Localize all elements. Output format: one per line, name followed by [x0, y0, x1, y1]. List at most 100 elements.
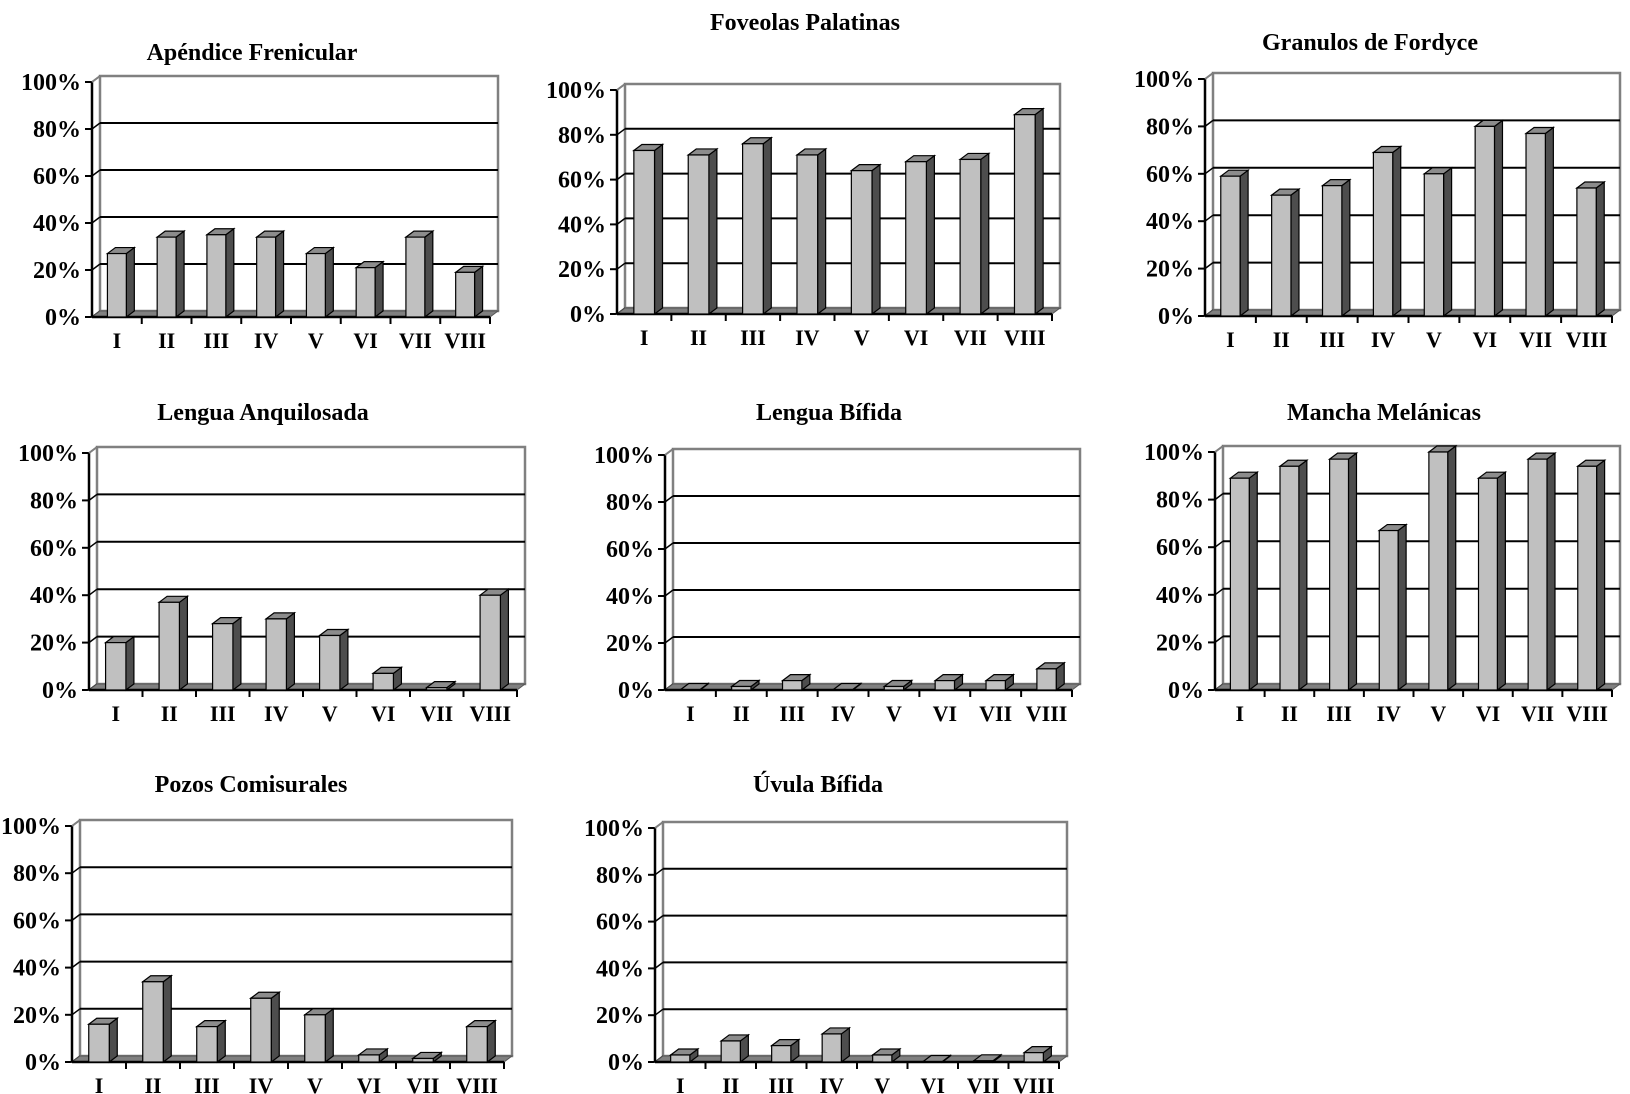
bar — [959, 158, 982, 315]
bar — [1527, 458, 1548, 691]
y-tick-label: 60% — [30, 536, 78, 562]
bar — [88, 1023, 110, 1063]
y-depth-tick — [88, 493, 98, 501]
y-tick-label: 80% — [13, 861, 61, 887]
x-tick-label: VII — [967, 1073, 1000, 1094]
bar-side — [1034, 107, 1044, 316]
y-tick-label: 0% — [1158, 304, 1194, 330]
bar-side — [125, 635, 135, 692]
bar-side — [1298, 459, 1308, 692]
x-tick-label: IV — [249, 1073, 274, 1094]
bar-side — [762, 136, 772, 316]
bar-side — [1248, 470, 1258, 692]
x-tick-label: VI — [1476, 701, 1500, 726]
x-tick-label: VIII — [1566, 327, 1608, 352]
y-tick-label: 80% — [30, 488, 78, 514]
bar — [1279, 465, 1300, 691]
x-tick-label: VI — [353, 328, 377, 353]
bar-side — [108, 1017, 118, 1064]
x-tick-label: VII — [420, 701, 453, 726]
y-tick-label: 100% — [18, 441, 78, 467]
x-tick-label: VI — [921, 1073, 945, 1094]
bar-side — [871, 163, 881, 316]
x-tick-label: I — [676, 1073, 685, 1094]
x-tick-label: II — [1273, 327, 1290, 352]
y-tick-label: 20% — [1146, 257, 1194, 283]
bar — [850, 170, 873, 315]
y-axis-depth — [88, 446, 98, 454]
bar-side — [324, 246, 334, 319]
bar-side — [980, 152, 990, 316]
x-tick-label: III — [1326, 701, 1352, 726]
chart-title: Lengua Anquilosada — [157, 400, 368, 426]
bar-side — [499, 588, 510, 692]
bar-side — [708, 147, 718, 316]
x-tick-label: VII — [1519, 327, 1552, 352]
y-tick-label: 20% — [596, 1003, 644, 1029]
bar-side — [125, 246, 135, 319]
x-tick-label: VIII — [469, 701, 511, 726]
y-depth-tick — [91, 122, 101, 130]
bar-side — [1544, 126, 1554, 318]
bar-side — [232, 616, 242, 692]
bar — [633, 149, 656, 315]
bar — [670, 1054, 691, 1063]
y-depth-tick — [71, 913, 81, 922]
bar — [771, 1045, 792, 1063]
bar — [1477, 477, 1498, 691]
x-tick-label: V — [308, 328, 324, 353]
y-tick-label: 100% — [584, 816, 644, 842]
bar — [832, 688, 854, 691]
chart-title: Lengua Bífida — [756, 400, 902, 426]
bar — [265, 618, 288, 691]
bar — [466, 1025, 488, 1063]
x-tick-label: V — [1426, 327, 1442, 352]
y-axis-depth — [71, 819, 81, 827]
bar-side — [270, 991, 280, 1064]
x-tick-label: VI — [371, 701, 395, 726]
bar-side — [1443, 166, 1453, 318]
bar-side — [162, 974, 172, 1064]
y-tick-label: 80% — [1146, 114, 1194, 140]
bar — [1229, 477, 1250, 691]
x-tick-label: II — [158, 328, 175, 353]
y-tick-label: 60% — [13, 908, 61, 934]
y-tick-label: 20% — [558, 257, 606, 283]
bar — [158, 601, 181, 691]
x-tick-label: VII — [399, 328, 432, 353]
bar-side — [486, 1019, 496, 1064]
x-tick-label: VI — [357, 1073, 381, 1094]
y-depth-tick — [88, 541, 98, 549]
x-tick-label: IV — [831, 701, 856, 726]
bar-side — [1341, 178, 1351, 318]
y-axis-depth — [91, 75, 101, 83]
x-tick-label: VIII — [1026, 701, 1068, 726]
chart-title: Úvula Bífida — [753, 772, 883, 798]
bar — [781, 679, 803, 691]
bar — [731, 685, 752, 691]
bar — [1378, 529, 1399, 691]
bar-side — [1546, 451, 1556, 692]
bar-side — [1290, 187, 1300, 318]
bar-side — [178, 595, 189, 692]
x-tick-label: III — [210, 701, 236, 726]
bar — [318, 634, 341, 691]
bar — [680, 688, 701, 691]
bar — [905, 161, 927, 315]
y-depth-tick — [1204, 262, 1214, 270]
x-tick-label: VIII — [1013, 1073, 1055, 1094]
y-tick-label: 40% — [606, 584, 654, 610]
x-tick-label: II — [733, 701, 750, 726]
bar — [720, 1040, 741, 1063]
x-tick-label: VI — [904, 325, 928, 350]
x-tick-label: VI — [1473, 327, 1497, 352]
y-depth-tick — [71, 1008, 81, 1016]
y-tick-label: 100% — [1, 814, 61, 840]
y-tick-label: 80% — [606, 490, 654, 516]
y-tick-label: 80% — [33, 117, 81, 143]
y-depth-tick — [1214, 635, 1224, 644]
bar-side — [1496, 470, 1506, 692]
y-depth-tick — [664, 542, 674, 550]
y-tick-label: 20% — [606, 631, 654, 657]
x-tick-label: II — [161, 701, 178, 726]
